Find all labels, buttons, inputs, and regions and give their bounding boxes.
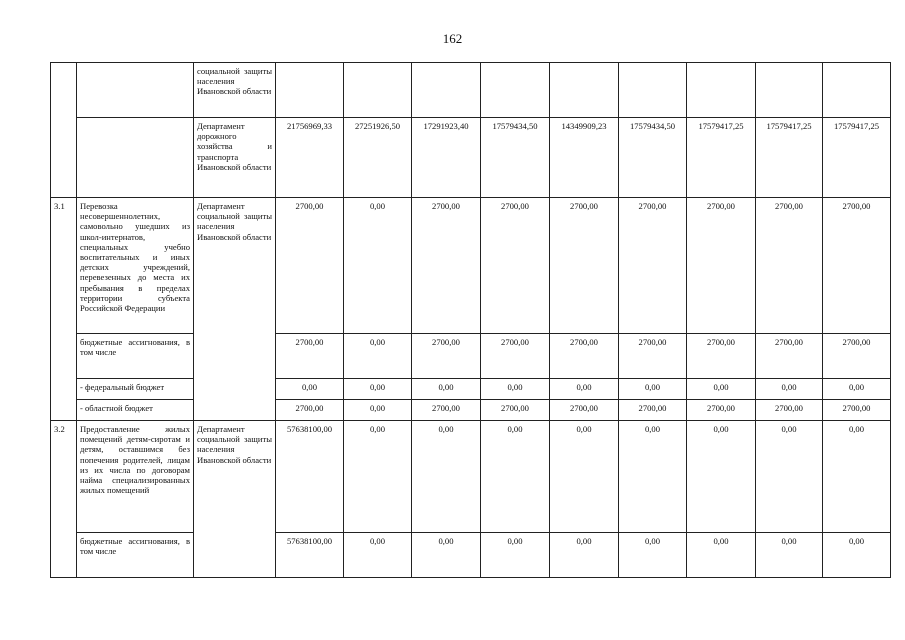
table-row: - федеральный бюджет 0,00 0,00 0,00 0,00 0,00… [51,378,891,400]
value-cell: 21756969,33 [275,117,344,198]
value-cell: 2700,00 [755,333,823,379]
row-name-cell [76,117,194,198]
value-cell: 2700,00 [411,333,481,379]
value-cell: 0,00 [686,420,756,533]
value-cell: 2700,00 [480,399,550,421]
value-cell [549,62,619,118]
page-number: 162 [442,31,463,46]
value-cell: 2700,00 [275,333,344,379]
table-row: 3.1 Перевозка несовершеннолетних, самовол… [50,197,891,421]
value-cell: 0,00 [549,420,619,533]
value-cell: 2700,00 [822,333,891,379]
value-cell [755,62,823,118]
value-cell: 2700,00 [822,399,891,421]
row-name-cell: бюджетные ассигнования, в том числе [76,532,194,578]
value-cell: 2700,00 [755,197,823,334]
value-cell: 0,00 [822,420,891,533]
value-cell: 2700,00 [618,399,687,421]
value-cell: 2700,00 [411,399,481,421]
row-name-cell [76,62,194,118]
value-cell: 0,00 [755,420,823,533]
department-cell: социальной защиты населения Ивановской о… [193,62,276,118]
value-cell [411,62,481,118]
value-cell: 0,00 [343,532,412,578]
value-cell: 0,00 [411,378,481,400]
value-cell [480,62,550,118]
value-cell: 0,00 [755,532,823,578]
value-cell: 0,00 [822,378,891,400]
value-cell: 0,00 [275,378,344,400]
value-cell: 0,00 [343,399,412,421]
table-row: 3.2 Предоставление жилых помещений детям-… [50,420,891,578]
value-cell: 2700,00 [480,197,550,334]
value-cell: 0,00 [618,420,687,533]
table-row: бюджетные ассигнования, в том числе 2700,… [51,333,891,379]
value-cell: 2700,00 [275,399,344,421]
value-cell: 17579417,25 [755,117,823,198]
value-cell: 2700,00 [549,197,619,334]
value-cell: 14349909,23 [549,117,619,198]
budget-table: социальной защиты населения Ивановской о… [50,62,891,578]
table-row: социальной защиты населения Ивановской о… [50,62,891,198]
value-cell: 0,00 [343,197,412,334]
value-cell: 2700,00 [618,333,687,379]
row-name-cell: - областной бюджет [76,399,194,421]
value-cell: 2700,00 [480,333,550,379]
table-row: - областной бюджет 2700,00 0,00 2700,00 2700… [51,399,891,421]
table-row: бюджетные ассигнования, в том числе 57638… [51,532,891,578]
value-cell [822,62,891,118]
value-cell: 2700,00 [686,197,756,334]
row-number-cell: 3.1 [50,197,77,421]
value-cell: 0,00 [343,420,412,533]
value-cell: 2700,00 [411,197,481,334]
value-cell [686,62,756,118]
value-cell: 2700,00 [549,399,619,421]
value-cell: 0,00 [755,378,823,400]
value-cell: 0,00 [549,378,619,400]
value-cell: 2700,00 [549,333,619,379]
value-cell [343,62,412,118]
value-cell [618,62,687,118]
value-cell: 17579417,25 [822,117,891,198]
value-cell: 0,00 [480,378,550,400]
row-name-cell: Предоставление жилых помещений детям-сир… [76,420,194,533]
value-cell [275,62,344,118]
row-number-cell [50,62,77,198]
department-cell: Департамент социальной защиты населения … [193,197,276,421]
value-cell: 2700,00 [686,333,756,379]
value-cell: 0,00 [618,378,687,400]
value-cell: 2700,00 [618,197,687,334]
value-cell: 0,00 [411,532,481,578]
value-cell: 0,00 [343,333,412,379]
value-cell: 2700,00 [755,399,823,421]
value-cell: 0,00 [480,532,550,578]
value-cell: 0,00 [686,532,756,578]
value-cell: 57638100,00 [275,532,344,578]
value-cell: 57638100,00 [275,420,344,533]
value-cell: 0,00 [549,532,619,578]
value-cell: 0,00 [411,420,481,533]
row-name-cell: бюджетные ассигнования, в том числе [76,333,194,379]
department-cell: Департамент социальной защиты населения … [193,420,276,578]
value-cell: 0,00 [343,378,412,400]
row-name-cell: Перевозка несовершеннолетних, самовольно… [76,197,194,334]
value-cell: 0,00 [686,378,756,400]
row-name-cell: - федеральный бюджет [76,378,194,400]
value-cell: 17579417,25 [686,117,756,198]
value-cell: 27251926,50 [343,117,412,198]
value-cell: 17579434,50 [618,117,687,198]
value-cell: 17291923,40 [411,117,481,198]
value-cell: 2700,00 [822,197,891,334]
value-cell: 2700,00 [275,197,344,334]
value-cell: 2700,00 [686,399,756,421]
value-cell: 0,00 [618,532,687,578]
row-number-cell: 3.2 [50,420,77,578]
value-cell: 17579434,50 [480,117,550,198]
table-row: Департамент дорожного хозяйства и трансп… [51,117,891,198]
department-cell: Департамент дорожного хозяйства и трансп… [193,117,276,198]
value-cell: 0,00 [822,532,891,578]
value-cell: 0,00 [480,420,550,533]
